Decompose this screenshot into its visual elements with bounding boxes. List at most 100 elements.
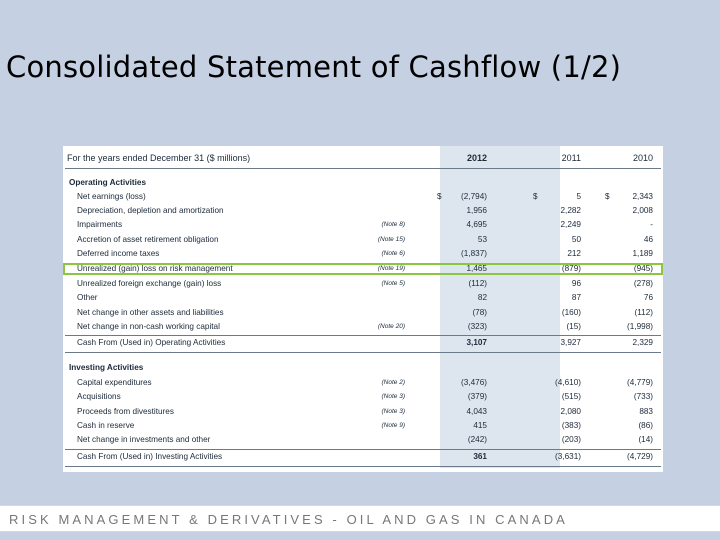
value-2012: 4,695	[466, 220, 488, 229]
row-label: Depreciation, depletion and amortization	[77, 206, 224, 215]
cashflow-statement-table: For the years ended December 31 ($ milli…	[63, 146, 663, 472]
slide-title: Consolidated Statement of Cashflow (1/2)	[6, 50, 622, 84]
operating-heading-row: Operating Activities	[63, 177, 663, 191]
row-label: Cash in reserve	[77, 421, 135, 430]
table-row: Net change in non-cash working capital (…	[63, 321, 663, 335]
value-2012: (2,794)	[461, 192, 487, 201]
investing-heading: Investing Activities	[69, 363, 144, 372]
value-2012: 1,465	[466, 264, 488, 273]
row-note: (Note 2)	[381, 379, 405, 386]
row-label: Cash From (Used in) Operating Activities	[77, 338, 226, 347]
row-note: (Note 8)	[381, 221, 405, 228]
value-2011: (879)	[561, 264, 581, 273]
value-2010: (1,998)	[627, 322, 653, 331]
row-label: Proceeds from divestitures	[77, 407, 174, 416]
value-2010: (4,779)	[627, 378, 653, 387]
investing-heading-row: Investing Activities	[63, 362, 663, 376]
row-label: Net change in non-cash working capital	[77, 322, 220, 331]
value-2012: (78)	[472, 308, 487, 317]
row-note: (Note 5)	[381, 280, 405, 287]
value-2011: 2,282	[560, 206, 582, 215]
table-row: Net change in investments and other (242…	[63, 434, 663, 448]
row-note: (Note 19)	[377, 265, 405, 272]
value-2011: 2,080	[560, 407, 582, 416]
header-2010: 2010	[632, 153, 653, 163]
value-2011: (383)	[561, 421, 581, 430]
row-note: (Note 9)	[381, 422, 405, 429]
header-label: For the years ended December 31 ($ milli…	[67, 153, 251, 163]
value-2012: 1,956	[466, 206, 488, 215]
row-note: (Note 3)	[381, 393, 405, 400]
value-2011: 2,249	[560, 220, 582, 229]
row-label: Acquisitions	[77, 392, 121, 401]
value-2010: (4,729)	[627, 452, 653, 461]
value-2012: 53	[477, 235, 487, 244]
investing-section-divider	[65, 466, 661, 467]
operating-section-divider	[65, 352, 661, 353]
operating-heading: Operating Activities	[69, 178, 147, 187]
row-label: Capital expenditures	[77, 378, 152, 387]
value-2011: 87	[571, 293, 581, 302]
value-2011: (15)	[566, 322, 581, 331]
row-label: Net change in other assets and liabiliti…	[77, 308, 224, 317]
dollar-sign-2010: $	[605, 192, 610, 201]
operating-total-row: Cash From (Used in) Operating Activities…	[63, 337, 663, 351]
value-2012: 82	[477, 293, 487, 302]
value-2010: 1,189	[632, 249, 654, 258]
value-2012: 361	[473, 452, 487, 461]
value-2010: (945)	[633, 264, 653, 273]
dollar-sign-2012: $	[437, 192, 442, 201]
header-divider	[65, 168, 661, 169]
value-2011: 50	[571, 235, 581, 244]
header-2011: 2011	[561, 153, 581, 163]
table-row: Net change in other assets and liabiliti…	[63, 307, 663, 321]
table-row: Acquisitions (Note 3) (379) (515) (733)	[63, 391, 663, 405]
value-2012: 4,043	[466, 407, 488, 416]
dollar-sign-2011: $	[533, 192, 538, 201]
value-2012: (323)	[467, 322, 487, 331]
table-row: Deferred income taxes (Note 6) (1,837) 2…	[63, 248, 663, 262]
row-label: Net change in investments and other	[77, 435, 211, 444]
row-label: Accretion of asset retirement obligation	[77, 235, 219, 244]
value-2012: (3,476)	[461, 378, 487, 387]
footer-text: RISK MANAGEMENT & DERIVATIVES - OIL AND …	[9, 512, 568, 527]
value-2012: (379)	[467, 392, 487, 401]
value-2011: 212	[567, 249, 581, 258]
investing-total-divider	[65, 449, 661, 450]
table-row: Capital expenditures (Note 2) (3,476) (4…	[63, 377, 663, 391]
table-row: Other 82 87 76	[63, 292, 663, 306]
column-2012-shading	[440, 146, 560, 468]
value-2011: 96	[571, 279, 581, 288]
investing-total-row: Cash From (Used in) Investing Activities…	[63, 451, 663, 465]
row-label: Net earnings (loss)	[77, 192, 146, 201]
table-header-row: For the years ended December 31 ($ milli…	[63, 152, 663, 166]
table-row: Proceeds from divestitures (Note 3) 4,04…	[63, 406, 663, 420]
value-2010: (112)	[634, 308, 653, 317]
row-label: Impairments	[77, 220, 123, 229]
row-note: (Note 20)	[377, 323, 405, 330]
table-row-highlighted: Unrealized (gain) loss on risk managemen…	[63, 263, 663, 277]
row-note: (Note 15)	[377, 236, 405, 243]
value-2010: 46	[643, 235, 653, 244]
row-label: Cash From (Used in) Investing Activities	[77, 452, 223, 461]
value-2010: (278)	[633, 279, 653, 288]
value-2010: 2,329	[632, 338, 654, 347]
value-2011: (4,610)	[555, 378, 581, 387]
footer-bar: RISK MANAGEMENT & DERIVATIVES - OIL AND …	[0, 505, 720, 532]
value-2011: (515)	[561, 392, 581, 401]
value-2011: (203)	[561, 435, 581, 444]
value-2010: 883	[639, 407, 653, 416]
value-2011: (3,631)	[555, 452, 581, 461]
header-2012: 2012	[466, 153, 487, 163]
footer-band	[0, 532, 720, 540]
row-note: (Note 6)	[381, 250, 405, 257]
row-label: Unrealized foreign exchange (gain) loss	[77, 279, 222, 288]
table-row: Impairments (Note 8) 4,695 2,249 -	[63, 219, 663, 233]
value-2012: 3,107	[466, 338, 488, 347]
value-2011: 3,927	[560, 338, 582, 347]
value-2010: 76	[643, 293, 653, 302]
value-2010: 2,008	[632, 206, 654, 215]
operating-total-divider	[65, 335, 661, 336]
highlight-box	[63, 263, 663, 275]
value-2012: (242)	[467, 435, 487, 444]
